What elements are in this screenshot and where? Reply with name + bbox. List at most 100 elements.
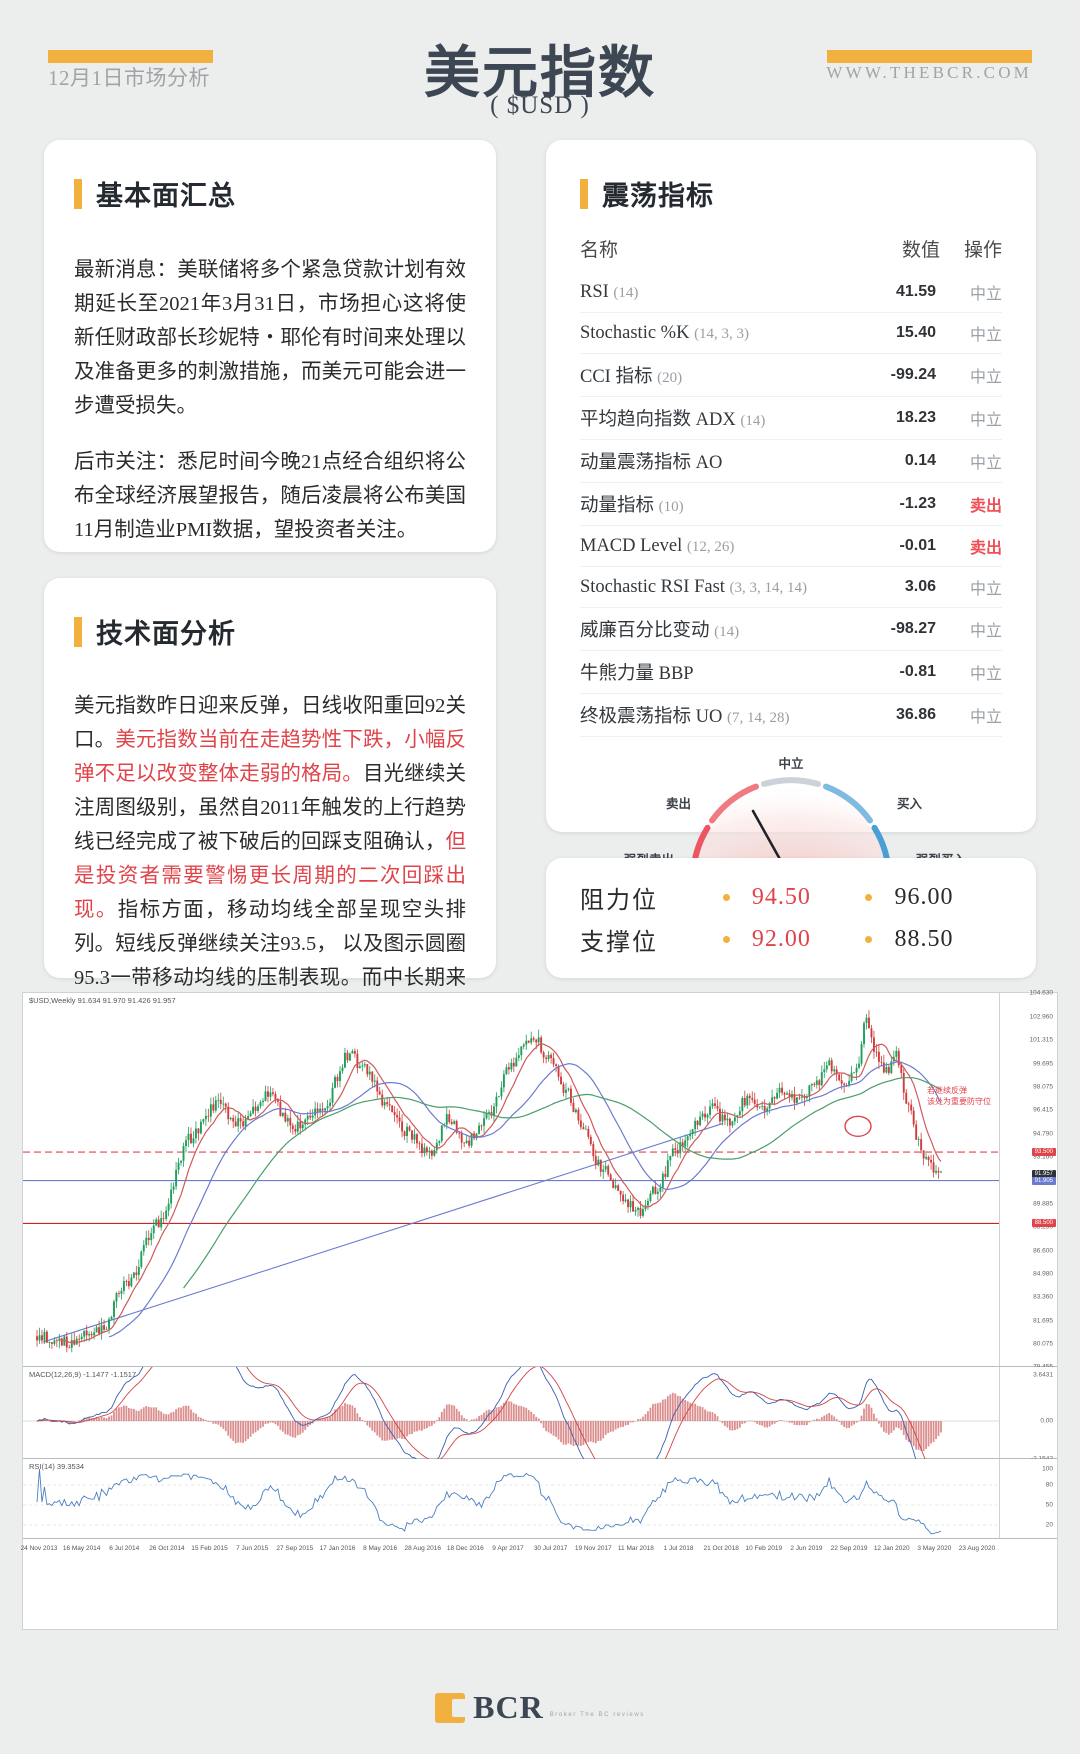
rsi-y-axis: 100 80 50 20 bbox=[999, 1459, 1057, 1538]
indicator-name: MACD Level (12, 26) bbox=[580, 525, 876, 567]
x-tick-label: 8 May 2016 bbox=[363, 1545, 398, 1552]
y-tick-label: 102.960 bbox=[1029, 1013, 1054, 1021]
title-accent-bar bbox=[74, 178, 82, 209]
gauge-fill bbox=[696, 784, 886, 879]
annotation-line-1: 若继续反弹 bbox=[927, 1086, 967, 1095]
indicator-value: 3.06 bbox=[875, 566, 940, 608]
table-header-row: 名称 数值 操作 bbox=[580, 229, 1002, 272]
y-tick-label: 83.360 bbox=[1033, 1293, 1053, 1301]
rsi-pane-label: RSI(14) 39.3534 bbox=[29, 1462, 85, 1471]
gauge-arc-sell bbox=[709, 783, 759, 824]
table-row: 终极震荡指标 UO (7, 14, 28) 36.86 中立 bbox=[580, 693, 1002, 737]
gauge-arc-buy bbox=[823, 783, 873, 824]
y-tick-label: 84.980 bbox=[1033, 1270, 1053, 1278]
bcr-logo-text: BCR bbox=[473, 1689, 544, 1725]
x-tick-label: 23 Aug 2020 bbox=[958, 1545, 996, 1552]
table-row: 动量指标 (10) -1.23 卖出 bbox=[580, 482, 1002, 526]
support-resistance-card: 阻力位 94.50 96.00 支撑位 92.00 88.50 bbox=[546, 858, 1036, 978]
y-tick-label: 86.600 bbox=[1033, 1247, 1053, 1255]
indicator-value: 0.14 bbox=[875, 439, 940, 483]
bullet-dot-icon bbox=[722, 935, 730, 943]
x-tick-label: 26 Oct 2014 bbox=[149, 1545, 185, 1552]
oscillator-indicators-card: 震荡指标 名称 数值 操作 RSI (14) 41.59 中立 Stochastic … bbox=[546, 140, 1036, 973]
y-tick-label: 20 bbox=[1045, 1521, 1053, 1529]
y-tick-label: 100 bbox=[1042, 1465, 1053, 1473]
price-pane-label: $USD,Weekly 91.634 91.970 91.426 91.957 bbox=[29, 996, 176, 1005]
fundamental-paragraph-2: 后市关注：悉尼时间今晚21点经合组织将公布全球经济展望报告，随后凌晨将公布美国1… bbox=[74, 451, 466, 541]
indicator-name: 平均趋向指数 ADX (14) bbox=[580, 396, 876, 440]
support-label: 支撑位 bbox=[580, 929, 658, 956]
x-tick-label: 15 Feb 2015 bbox=[191, 1545, 228, 1552]
bullet-dot-icon bbox=[865, 935, 873, 943]
indicator-name: 威廉百分比变动 (14) bbox=[580, 607, 876, 651]
indicator-name: Stochastic RSI Fast (3, 3, 14, 14) bbox=[580, 566, 876, 608]
table-row: Stochastic %K (14, 3, 3) 15.40 中立 bbox=[580, 312, 1002, 354]
indicator-value: -0.01 bbox=[875, 525, 940, 567]
indicator-value: 36.86 bbox=[875, 693, 940, 737]
header-date: 12月1日市场分析 bbox=[48, 66, 210, 90]
table-row: Stochastic RSI Fast (3, 3, 14, 14) 3.06 中立 bbox=[580, 566, 1002, 608]
technical-card-title: 技术面分析 bbox=[74, 612, 466, 651]
chart-pane-rsi: RSI(14) 39.3534 100 80 50 20 bbox=[23, 1459, 1057, 1539]
x-tick-label: 27 Sep 2015 bbox=[276, 1545, 314, 1552]
y-tick-label: 98.075 bbox=[1033, 1083, 1053, 1091]
column-header-action: 操作 bbox=[963, 240, 1002, 261]
technical-segment-3: 目光继续关注周图级别，虽然自2011年触发的上行趋势线已经完成了被下破后的回踩支… bbox=[74, 763, 467, 853]
x-tick-label: 28 Aug 2016 bbox=[404, 1545, 441, 1552]
gauge-label-buy: 买入 bbox=[896, 797, 922, 811]
price-chart[interactable]: $USD,Weekly 91.634 91.970 91.426 91.957 … bbox=[20, 990, 1058, 1630]
bcr-logo-tagline: Broker The BC reviews bbox=[549, 1711, 645, 1718]
table-row: 动量震荡指标 AO 0.14 中立 bbox=[580, 439, 1002, 483]
column-header-name: 名称 bbox=[580, 240, 619, 261]
bcr-logo-icon bbox=[435, 1692, 466, 1723]
price-badge: 91.905 bbox=[1031, 1176, 1056, 1185]
x-tick-label: 30 Jul 2017 bbox=[533, 1545, 568, 1552]
x-tick-label: 10 Feb 2019 bbox=[745, 1545, 783, 1552]
x-tick-label: 17 Jan 2016 bbox=[319, 1545, 356, 1552]
price-badge: 88.500 bbox=[1031, 1219, 1056, 1228]
resistance-value-2: 96.00 bbox=[894, 883, 954, 910]
x-tick-label: 7 Jun 2015 bbox=[236, 1545, 269, 1552]
x-tick-label: 6 Jul 2014 bbox=[109, 1545, 140, 1552]
x-tick-label: 19 Nov 2017 bbox=[574, 1545, 612, 1552]
technical-analysis-card: 技术面分析 美元指数昨日迎来反弹，日线收阳重回92关口。美元指数当前在走趋势性下… bbox=[44, 578, 496, 1023]
support-value-1: 92.00 bbox=[751, 925, 811, 952]
x-tick-label: 12 Jan 2020 bbox=[873, 1545, 910, 1552]
technical-segment-1: 美元指数昨日迎来反弹，日线收阳重回92关口。 bbox=[74, 695, 466, 751]
indicator-value: -98.27 bbox=[875, 607, 940, 651]
indicator-action: 卖出 bbox=[940, 482, 1002, 526]
indicator-value: -99.24 bbox=[875, 353, 940, 397]
indicator-value: 41.59 bbox=[875, 272, 940, 313]
resistance-value-1: 94.50 bbox=[751, 883, 811, 910]
x-tick-label: 21 Oct 2018 bbox=[703, 1545, 739, 1552]
oscillator-card-title: 震荡指标 bbox=[580, 174, 1002, 213]
indicator-action: 中立 bbox=[940, 272, 1002, 313]
indicator-value: -0.81 bbox=[875, 650, 940, 694]
x-tick-label: 3 May 2020 bbox=[917, 1545, 952, 1552]
x-tick-label: 1 Jul 2018 bbox=[663, 1545, 694, 1552]
page-footer: BCR Broker The BC reviews bbox=[0, 1689, 1080, 1726]
page-title: 美元指数 bbox=[424, 41, 656, 104]
y-tick-label: 94.790 bbox=[1033, 1130, 1053, 1138]
indicator-action: 中立 bbox=[940, 650, 1002, 694]
bullet-dot-icon bbox=[722, 893, 730, 901]
y-tick-label: 81.695 bbox=[1033, 1317, 1053, 1325]
price-plot bbox=[23, 1010, 1001, 1353]
title-accent-bar bbox=[580, 178, 588, 209]
fundamental-body: 最新消息：美联储将多个紧急贷款计划有效期延长至2021年3月31日，市场担心这将… bbox=[74, 253, 466, 547]
technical-title-text: 技术面分析 bbox=[96, 619, 236, 649]
indicator-action: 中立 bbox=[940, 693, 1002, 737]
y-tick-label: 89.885 bbox=[1033, 1200, 1053, 1208]
indicator-value: 18.23 bbox=[875, 396, 940, 440]
fundamental-paragraph-1: 最新消息：美联储将多个紧急贷款计划有效期延长至2021年3月31日，市场担心这将… bbox=[74, 259, 466, 417]
gauge-label-neutral: 中立 bbox=[778, 757, 804, 771]
y-tick-label: 93.160 bbox=[1033, 1153, 1053, 1161]
chart-pane-price: $USD,Weekly 91.634 91.970 91.426 91.957 … bbox=[23, 990, 1057, 1371]
table-row: 威廉百分比变动 (14) -98.27 中立 bbox=[580, 607, 1002, 651]
x-tick-label: 24 Nov 2013 bbox=[20, 1545, 58, 1552]
technical-segment-4-highlight: 但是投资者需要警惕更长周期的二次回踩出现。 bbox=[74, 831, 466, 921]
annotation-line-2: 该处为重要防守位 bbox=[927, 1097, 991, 1106]
indicator-action: 中立 bbox=[940, 566, 1002, 608]
gauge-label-sell: 卖出 bbox=[666, 797, 692, 811]
